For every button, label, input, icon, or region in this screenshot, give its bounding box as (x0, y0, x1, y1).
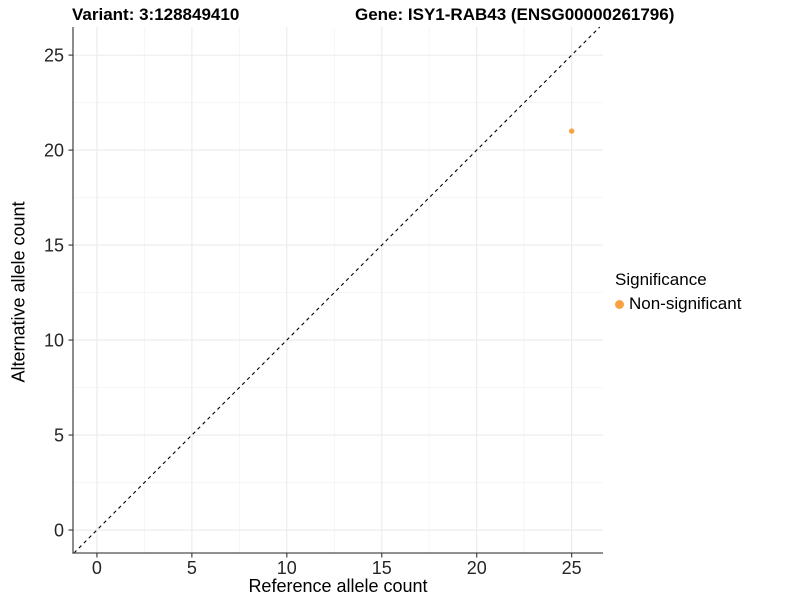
legend-item: Non-significant (615, 294, 741, 314)
legend: Significance Non-significant (615, 270, 741, 314)
legend-item-label: Non-significant (629, 294, 742, 313)
x-tick-label: 0 (92, 558, 102, 578)
y-tick-label: 15 (44, 235, 64, 255)
x-tick-label: 25 (562, 558, 582, 578)
variant-title: Variant: 3:128849410 (72, 5, 240, 24)
data-point (568, 128, 575, 134)
legend-point-icon (615, 299, 624, 309)
y-tick-label: 0 (54, 520, 64, 540)
x-tick-label: 15 (372, 558, 392, 578)
x-tick-label: 10 (277, 558, 297, 578)
x-tick-label: 20 (467, 558, 487, 578)
y-tick-label: 20 (44, 140, 64, 160)
x-axis-title: Reference allele count (248, 576, 428, 596)
gene-title: Gene: ISY1-RAB43 (ENSG00000261796) (355, 5, 675, 24)
legend-title: Significance (615, 270, 707, 289)
y-tick-label: 25 (44, 45, 64, 65)
y-tick-label: 10 (44, 330, 64, 350)
identity-dashed-line (73, 26, 601, 554)
y-tick-label: 5 (54, 425, 64, 445)
x-tick-label: 5 (187, 558, 197, 578)
y-axis-title: Alternative allele count (8, 201, 29, 383)
